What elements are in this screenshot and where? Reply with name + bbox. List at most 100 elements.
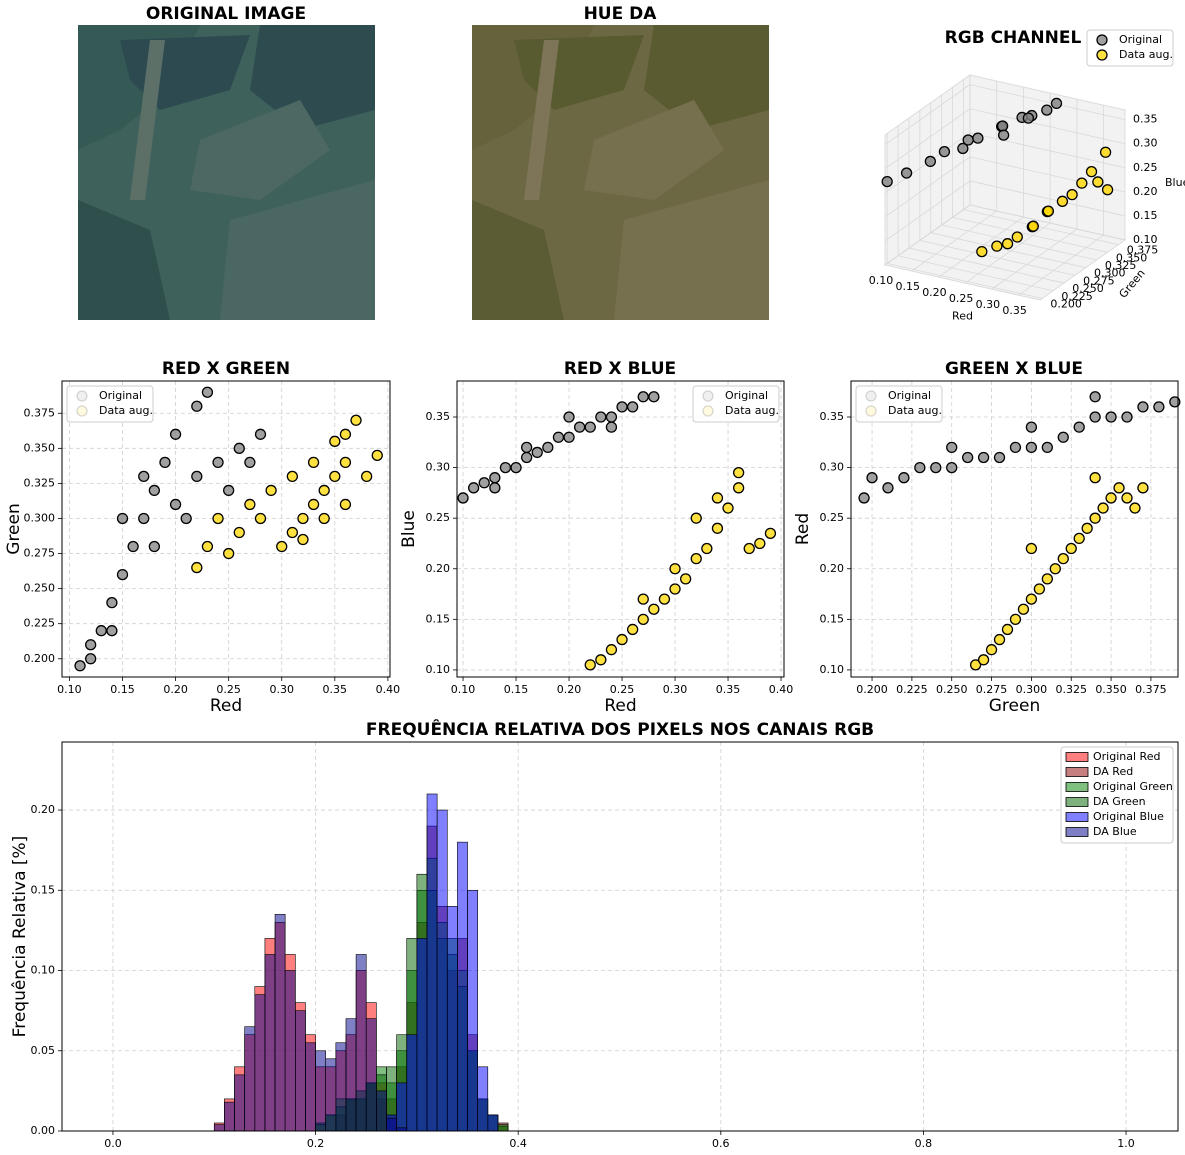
x-tick-label: 0.275 — [976, 683, 1008, 696]
scatter-point — [690, 552, 702, 565]
grid-line — [1018, 234, 1104, 296]
scatter-point — [159, 456, 171, 469]
grid-line — [908, 247, 1065, 284]
scatter-point — [1113, 482, 1125, 494]
scatter-point — [914, 461, 926, 474]
scatter-point — [1105, 411, 1117, 423]
scatter-point — [307, 498, 320, 511]
plot-frame — [61, 741, 1179, 1132]
grid-line — [969, 108, 1126, 145]
x-tick-label: 0.25 — [610, 683, 635, 696]
legend-marker — [76, 390, 88, 402]
grid-line — [919, 239, 1075, 276]
scatter-point — [478, 477, 490, 489]
image-patch — [130, 40, 165, 200]
histogram-bar — [457, 841, 468, 1132]
scatter-point — [350, 414, 362, 426]
histogram-bar — [325, 1058, 337, 1132]
image-patch — [644, 25, 769, 130]
scatter-point — [371, 449, 383, 462]
scatter-point — [180, 512, 192, 525]
histogram-bar — [446, 906, 458, 1132]
scatter-point — [360, 470, 373, 483]
scatter-point — [573, 421, 586, 433]
y-tick-label: 0.275 — [24, 547, 56, 560]
legend-box — [1060, 746, 1174, 844]
legend-label: Original Green — [1093, 780, 1173, 793]
z-tick-label: 0.10 — [1133, 233, 1158, 246]
scatter-point — [223, 547, 235, 560]
z-axis-label: Blue — [1165, 176, 1185, 189]
x-tick-label: 0.10 — [57, 683, 82, 696]
scatter-point — [605, 411, 618, 423]
scatter-point — [669, 583, 681, 595]
y-tick-label: 0.20 — [426, 562, 451, 575]
scatter-point — [510, 461, 522, 474]
scatter-point — [212, 456, 224, 469]
scatter-point — [318, 484, 330, 497]
image-patch — [524, 40, 559, 200]
x-axis-label: Green — [989, 696, 1040, 716]
y-tick-label: 0.15 — [820, 612, 845, 625]
legend-box — [855, 385, 943, 423]
scatter-point — [858, 492, 870, 504]
scatter-point — [1033, 583, 1046, 595]
legend-swatch — [1065, 797, 1089, 807]
scatter-point — [233, 526, 245, 539]
legend-label: Data aug. — [1119, 48, 1173, 61]
scatter-point — [722, 502, 734, 514]
legend-label: Data aug. — [99, 404, 153, 417]
scatter-point — [1153, 401, 1165, 413]
image-patch — [250, 25, 375, 130]
y-tick-label: 0.350 — [24, 441, 56, 454]
x-tick-label: 0.15 — [110, 683, 135, 696]
legend-label: DA Green — [1093, 795, 1146, 808]
y-tick-label: 0.35 — [426, 410, 451, 423]
scatter-point — [563, 411, 575, 423]
scatter-point — [1089, 512, 1101, 524]
scatter-point — [1041, 441, 1053, 454]
z-tick-label: 0.15 — [1133, 209, 1158, 222]
scatter-point — [1129, 502, 1141, 514]
image-patch — [220, 180, 375, 320]
scatter-point — [648, 391, 660, 403]
grid-line — [969, 84, 1126, 121]
scatter-point — [329, 470, 341, 483]
legend-swatch — [1065, 782, 1089, 792]
y-axis-label: Red — [793, 513, 813, 545]
grid-line — [969, 132, 1126, 169]
scatter-point — [969, 659, 982, 671]
y-tick-label: 0.10 — [820, 663, 845, 676]
scatter-point — [1137, 482, 1149, 494]
scatter-point — [1025, 593, 1038, 605]
scatter-point — [882, 482, 894, 494]
scatter-point — [732, 482, 745, 494]
x-tick-label: 0.25 — [216, 683, 241, 696]
scatter-point — [339, 428, 352, 440]
scatter-point — [1089, 391, 1101, 403]
scatter-point — [563, 431, 575, 443]
legend-swatch — [1065, 767, 1089, 777]
scatter-point — [254, 428, 267, 440]
legend-label: Original Red — [1093, 750, 1160, 763]
y-tick-label: 0.200 — [24, 652, 56, 665]
histogram-bar — [497, 1124, 509, 1132]
grid-line — [991, 228, 1078, 290]
scatter-point — [276, 540, 288, 553]
x-tick-label: 0.2 — [307, 1137, 325, 1150]
y-tick-label: 0.350 — [1116, 251, 1148, 264]
scatter-point — [1105, 492, 1117, 504]
scatter-point — [85, 639, 97, 651]
y-tick-label: 0.05 — [31, 1044, 56, 1057]
legend-label: Original — [99, 389, 142, 402]
scatter-point — [898, 472, 910, 484]
scatter-point — [626, 623, 639, 636]
image-patch — [584, 100, 724, 200]
scatter-point — [191, 400, 203, 412]
z-tick-label: 0.25 — [1133, 161, 1158, 174]
scatter-point — [116, 568, 129, 581]
x-tick-label: 0.15 — [504, 683, 529, 696]
z-tick-label: 0.35 — [1133, 113, 1158, 126]
